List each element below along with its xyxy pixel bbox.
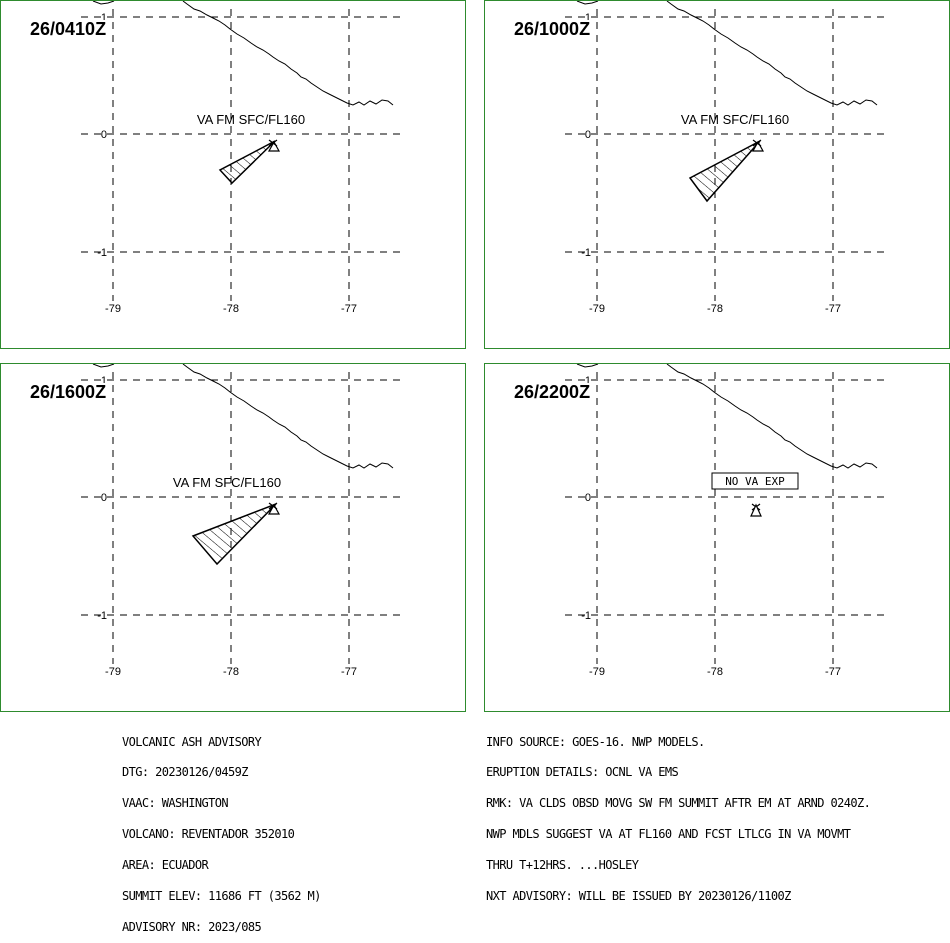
map-panel-3: 1 0 -1 -79 -78 -77 VA FM SFC/FL160 26/1600Z — [0, 363, 466, 712]
lat-tick-label: -1 — [97, 610, 107, 622]
advisory-line: NXT ADVISORY: WILL BE ISSUED BY 20230126… — [486, 889, 791, 904]
coastline — [92, 364, 394, 469]
advisory-line: AREA: ECUADOR — [122, 858, 209, 873]
advisory-line: ERUPTION DETAILS: OCNL VA EMS — [486, 765, 679, 780]
map-panel-1: 1 0 -1 -79 -78 -77 VA FM SFC/FL160 26/0410Z — [0, 0, 466, 349]
plume-label: VA FM SFC/FL160 — [197, 112, 305, 127]
coastline — [576, 364, 878, 469]
lon-tick-label: -77 — [825, 303, 841, 315]
volcano-icon — [750, 503, 762, 517]
lon-tick-label: -79 — [105, 303, 121, 315]
advisory-line: VOLCANIC ASH ADVISORY — [122, 734, 262, 749]
no-va-box — [711, 472, 799, 490]
advisory-right: INFO SOURCE: GOES-16. NWP MODELS. ERUPTI… — [486, 716, 871, 912]
coastline — [576, 1, 878, 106]
lat-tick-label: 1 — [585, 12, 591, 24]
plume-label: VA FM SFC/FL160 — [173, 475, 281, 490]
advisory-line: RMK: VA CLDS OBSD MOVG SW FM SUMMIT AFTR… — [486, 796, 871, 811]
ash-plume — [191, 503, 277, 566]
lat-tick-label: 1 — [101, 375, 107, 387]
lat-tick-label: 0 — [101, 129, 107, 141]
coastline — [92, 1, 394, 106]
lat-tick-label: 0 — [585, 492, 591, 504]
advisory-line: SUMMIT ELEV: 11686 FT (3562 M) — [122, 889, 321, 904]
lon-tick-label: -79 — [589, 666, 605, 678]
lat-tick-label: -1 — [581, 247, 591, 259]
panel-time: 26/2200Z — [513, 382, 592, 402]
lon-tick-label: -78 — [223, 303, 239, 315]
lat-tick-label: -1 — [581, 610, 591, 622]
lat-tick-label: 1 — [101, 12, 107, 24]
advisory-left: VOLCANIC ASH ADVISORY DTG: 20230126/0459… — [122, 716, 321, 943]
lat-tick-label: -1 — [97, 247, 107, 259]
lon-tick-label: -78 — [707, 666, 723, 678]
map-graphic: 1 0 -1 -79 -78 -77 NO VA EXP — [565, 364, 885, 678]
volcano-icon — [267, 140, 281, 152]
summit-marker-icon — [268, 139, 278, 147]
lon-tick-label: -77 — [341, 666, 357, 678]
summit-marker-icon — [268, 502, 278, 510]
panel-time: 26/0410Z — [29, 19, 108, 39]
ash-plume — [218, 140, 276, 185]
plume-label: VA FM SFC/FL160 — [681, 112, 789, 127]
lon-tick-label: -78 — [707, 303, 723, 315]
map-graphic: 1 0 -1 -79 -78 -77 VA FM SFC/FL160 — [81, 364, 401, 678]
summit-marker-icon — [752, 139, 762, 147]
advisory-line: ADVISORY NR: 2023/085 — [122, 919, 262, 934]
map-graphic: 1 0 -1 -79 -78 -77 VA FM SFC/FL160 — [565, 1, 885, 315]
lon-tick-label: -77 — [341, 303, 357, 315]
advisory-line: DTG: 20230126/0459Z — [122, 765, 248, 780]
volcano-icon — [751, 140, 765, 152]
lon-tick-label: -77 — [825, 666, 841, 678]
advisory-line: VAAC: WASHINGTON — [122, 796, 229, 811]
no-va-label: NO VA EXP — [725, 475, 785, 488]
lat-tick-label: 0 — [101, 492, 107, 504]
ash-plume — [688, 140, 761, 203]
lat-tick-label: 1 — [585, 375, 591, 387]
advisory-line: INFO SOURCE: GOES-16. NWP MODELS. — [486, 734, 705, 749]
lon-tick-label: -79 — [589, 303, 605, 315]
panel-time: 26/1600Z — [29, 382, 108, 402]
panel-time: 26/1000Z — [513, 19, 592, 39]
map-panel-4: 1 0 -1 -79 -78 -77 NO VA EXP 26/2200Z — [484, 363, 950, 712]
lon-tick-label: -78 — [223, 666, 239, 678]
advisory-line: THRU T+12HRS. ...HOSLEY — [486, 858, 639, 873]
volcano-icon — [267, 503, 281, 515]
map-graphic: 1 0 -1 -79 -78 -77 VA FM SFC/FL160 — [81, 1, 401, 315]
map-panel-2: 1 0 -1 -79 -78 -77 VA FM SFC/FL160 26/1000Z — [484, 0, 950, 349]
advisory-line: VOLCANO: REVENTADOR 352010 — [122, 827, 295, 842]
advisory-line: NWP MDLS SUGGEST VA AT FL160 AND FCST LT… — [486, 827, 851, 842]
lon-tick-label: -79 — [105, 666, 121, 678]
lat-tick-label: 0 — [585, 129, 591, 141]
